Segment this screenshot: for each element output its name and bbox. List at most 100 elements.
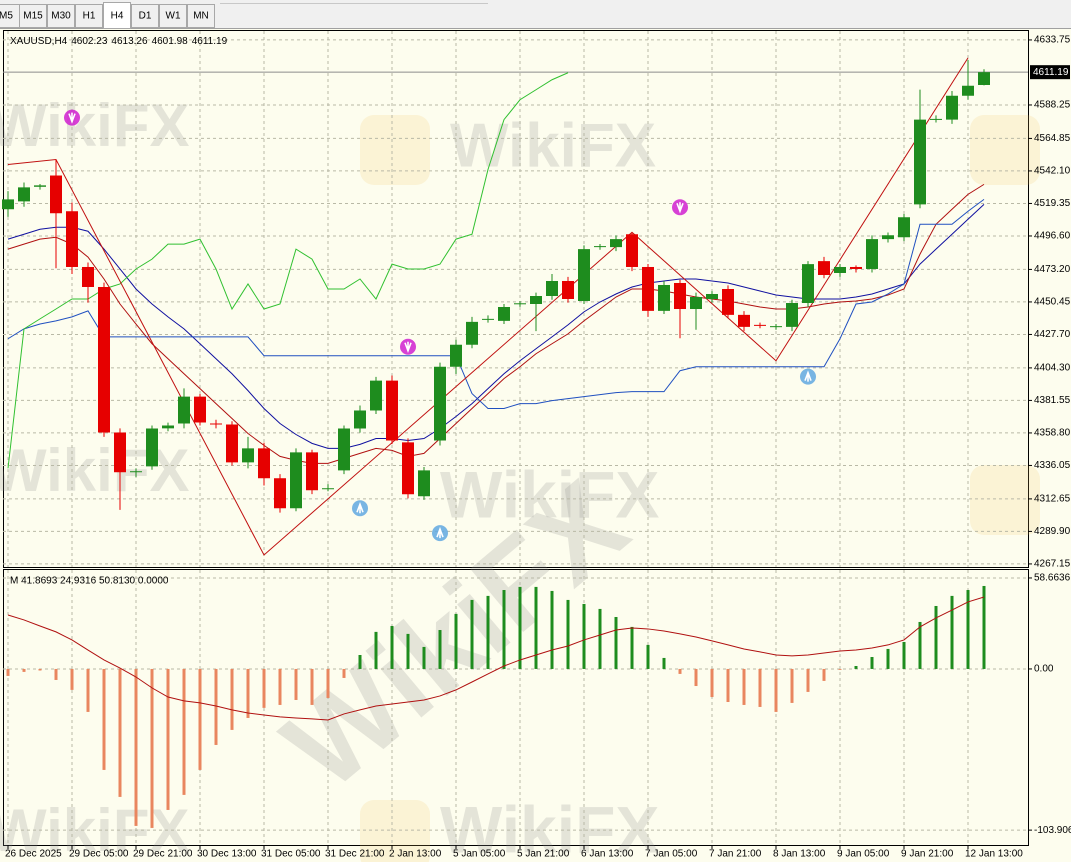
- y-tick-label: 4267.15: [1034, 559, 1071, 570]
- tab[interactable]: [75, 4, 103, 28]
- x-tick-label: 29 Dec 05:00: [69, 849, 129, 860]
- candle-body: [850, 266, 862, 269]
- candle-body: [658, 284, 670, 311]
- histogram-bar: [694, 668, 698, 687]
- tab-label[interactable]: H4: [111, 11, 124, 22]
- y-tick-label: 4633.75: [1034, 35, 1071, 46]
- candle-body: [354, 410, 366, 429]
- candle-body: [818, 261, 830, 275]
- candle-body: [706, 293, 718, 299]
- symbol-header: XAUUSD,H4 4602.23 4613.26 4601.98 4611.19: [10, 36, 228, 47]
- y-tick-label: -103.906: [1034, 825, 1071, 836]
- histogram-bar: [918, 621, 922, 669]
- fractal-icon: [68, 112, 76, 124]
- candle-body: [498, 307, 510, 321]
- indicator-label: M 41.8693 24.9316 50.8130 0.0000: [10, 576, 169, 587]
- candle-body: [626, 234, 638, 267]
- watermark-logo: [970, 115, 1040, 185]
- fractal-icon: [436, 526, 444, 539]
- candle-body: [370, 380, 382, 411]
- y-tick-label: 4289.90: [1034, 526, 1071, 537]
- histogram-bar: [326, 668, 330, 698]
- y-tick-label: 4336.05: [1034, 460, 1071, 471]
- histogram-bar: [934, 605, 938, 669]
- histogram-bar: [582, 603, 586, 669]
- histogram-bar: [630, 626, 634, 669]
- watermark: WikiFX: [440, 792, 659, 862]
- candle-body: [2, 199, 14, 210]
- tab[interactable]: [103, 2, 131, 29]
- tab-label[interactable]: M30: [51, 11, 71, 22]
- x-tick-label: 31 Dec 05:00: [261, 849, 321, 860]
- tab[interactable]: [131, 4, 159, 28]
- candle-body: [322, 488, 334, 490]
- fractal-icon: [404, 341, 412, 354]
- candle-body: [546, 280, 558, 296]
- histogram-bar: [54, 668, 58, 680]
- histogram-bar: [294, 668, 298, 700]
- tab[interactable]: [19, 4, 47, 28]
- candle-body: [402, 442, 414, 495]
- y-tick-label: 58.6636: [1034, 573, 1071, 584]
- tab[interactable]: [187, 4, 215, 28]
- marks: [2, 57, 990, 828]
- candle-body: [834, 266, 846, 273]
- histogram-bar: [502, 590, 506, 669]
- candle-body: [578, 249, 590, 302]
- candle-body: [418, 470, 430, 497]
- y-tick-label: 4450.45: [1034, 297, 1071, 308]
- x-tick-label: 29 Dec 21:00: [133, 849, 193, 860]
- watermark: WikiFX: [0, 797, 189, 862]
- main-panel-frame: [3, 30, 1029, 568]
- x-tick-label: 5 Jan 05:00: [453, 849, 506, 860]
- candle-body: [594, 246, 606, 248]
- histogram-bar: [438, 630, 442, 669]
- histogram-bar: [822, 668, 826, 681]
- candle-body: [770, 326, 782, 328]
- histogram-bar: [790, 668, 794, 703]
- histogram-bar: [166, 668, 170, 810]
- candle-body: [434, 366, 446, 441]
- labels: 4633.75 4588.25 4564.85 4542.10 4519.35 4496.…: [5, 35, 1071, 860]
- sub-panel-frame: [3, 569, 1029, 846]
- y-tick-label: 4404.30: [1034, 363, 1071, 374]
- tab-label[interactable]: W1: [166, 11, 181, 22]
- candle-body: [178, 396, 190, 424]
- candle-body: [18, 187, 30, 202]
- tab-label[interactable]: D1: [139, 11, 152, 22]
- x-tick-label: 7 Jan 05:00: [645, 849, 698, 860]
- candle-body: [690, 296, 702, 310]
- y-tick-label: 4519.35: [1034, 198, 1071, 209]
- histogram-bar: [70, 668, 74, 690]
- x-tick-label: 26 Dec 2025: [5, 849, 62, 860]
- histogram-bar: [230, 668, 234, 730]
- x-tick-label: 7 Jan 21:00: [709, 849, 762, 860]
- x-tick-label: 8 Jan 13:00: [773, 849, 826, 860]
- histogram-bar: [774, 668, 778, 712]
- histogram-bar: [662, 657, 666, 669]
- histogram-bar: [86, 668, 90, 712]
- tab-label[interactable]: M5: [0, 11, 13, 22]
- y-tick-label: 4312.65: [1034, 494, 1071, 505]
- histogram-bar: [726, 668, 730, 702]
- tab-label[interactable]: H1: [83, 11, 96, 22]
- tab[interactable]: [47, 4, 75, 28]
- x-tick-label: 6 Jan 13:00: [581, 849, 634, 860]
- candle-body: [34, 185, 46, 187]
- histogram-bar: [806, 668, 810, 692]
- histogram-bar: [278, 668, 282, 705]
- candle-body: [562, 280, 574, 299]
- candle-body: [978, 72, 990, 85]
- candle-body: [306, 452, 318, 491]
- price-box-label: 4611.19: [1033, 67, 1069, 78]
- tab-label[interactable]: M15: [23, 11, 43, 22]
- tab[interactable]: [159, 4, 187, 28]
- histogram-bar: [342, 668, 346, 678]
- histogram-bar: [102, 668, 106, 770]
- x-tick-label: 5 Jan 21:00: [517, 849, 570, 860]
- histogram-bar: [422, 646, 426, 669]
- candle-body: [674, 282, 686, 310]
- candle-body: [898, 217, 910, 238]
- tab-label[interactable]: MN: [193, 11, 209, 22]
- x-tick-label: 31 Dec 21:00: [325, 849, 385, 860]
